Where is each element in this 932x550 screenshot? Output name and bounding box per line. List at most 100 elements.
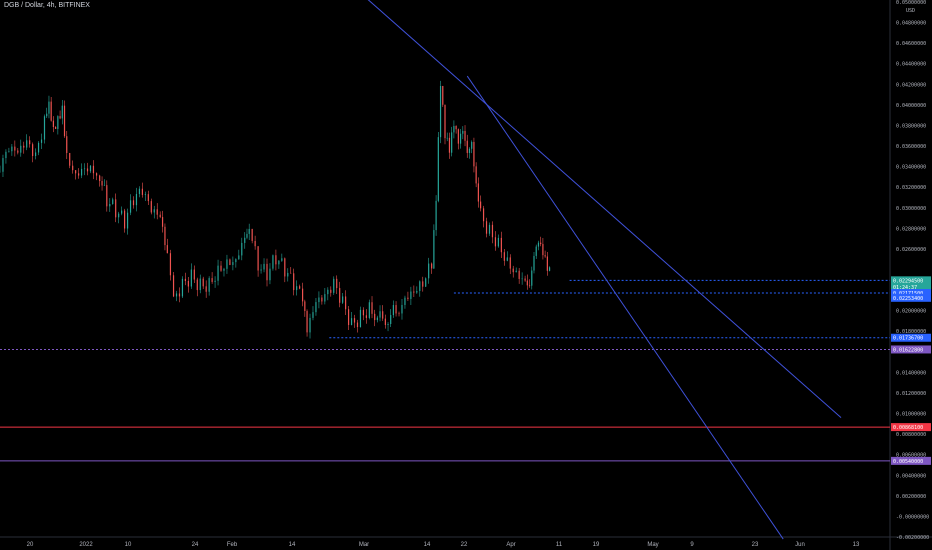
candle-body: [257, 246, 259, 271]
currency-label: USD: [906, 8, 915, 14]
candle-body: [220, 265, 222, 271]
y-tick-label: 0.03200000: [896, 185, 926, 191]
y-tick-label: 0.04000000: [896, 103, 926, 109]
candle-body: [459, 133, 462, 144]
candle-body: [531, 270, 533, 286]
candle-body: [524, 278, 526, 281]
candle-body: [382, 311, 384, 319]
candle-body: [135, 193, 138, 206]
candle-body: [526, 280, 528, 286]
candle-body: [548, 267, 551, 271]
candle-body: [11, 146, 13, 152]
trendline: [367, 0, 842, 419]
candle-body: [272, 255, 274, 269]
x-tick-label: 19: [593, 542, 600, 548]
price-tag: [891, 289, 931, 298]
candle-body: [196, 279, 198, 291]
candle-body: [521, 278, 523, 280]
candle-body: [376, 317, 378, 321]
candle-body: [37, 142, 40, 153]
candle-body: [169, 253, 172, 276]
candle-body: [112, 199, 114, 204]
candle-body: [52, 120, 54, 128]
candle-body: [29, 140, 31, 145]
candle-body: [20, 145, 22, 153]
candle-body: [251, 228, 253, 241]
candle-body: [5, 151, 7, 159]
candle-body: [80, 168, 83, 176]
candle-body: [336, 278, 338, 289]
y-tick-label: 0.01000000: [896, 412, 926, 418]
candle-body: [473, 141, 475, 167]
candle-body: [95, 173, 98, 176]
candle-body: [503, 252, 505, 261]
y-tick-label: 0.05000000: [896, 0, 926, 6]
candle-body: [518, 270, 520, 279]
candle-body: [324, 294, 326, 302]
candle-body: [161, 217, 164, 227]
candle-body: [175, 293, 178, 297]
x-tick-label: May: [647, 542, 658, 548]
x-tick-label: 10: [125, 542, 132, 548]
candle-body: [304, 301, 306, 312]
x-tick-label: 9: [690, 542, 694, 548]
candle-body: [83, 168, 86, 170]
price-tag-label: 0.01622800: [893, 347, 923, 353]
y-tick-label: 0.02800000: [896, 226, 926, 232]
x-tick-label: 13: [853, 542, 860, 548]
candle-body: [106, 185, 108, 207]
candle-body: [318, 297, 320, 303]
candle-body: [23, 145, 25, 148]
candle-body: [342, 296, 344, 303]
candle-body: [121, 210, 123, 214]
candle-body: [462, 130, 464, 134]
candle-body: [0, 171, 1, 173]
candle-body: [92, 165, 95, 174]
candle-body: [435, 200, 437, 231]
candle-body: [371, 302, 373, 314]
candle-body: [392, 305, 394, 316]
candle-body: [410, 291, 412, 299]
candle-body: [50, 101, 52, 121]
candle-body: [205, 286, 207, 292]
candle-body: [302, 288, 304, 302]
candle-body: [431, 263, 433, 269]
candle-body: [78, 173, 80, 176]
candle-body: [150, 201, 152, 213]
price-tag: [891, 423, 931, 432]
candle-body: [132, 200, 135, 206]
candle-body: [217, 265, 219, 281]
candle-body: [181, 278, 184, 297]
candle-body: [193, 269, 195, 280]
candle-body: [537, 242, 540, 247]
candle-body: [494, 237, 497, 247]
candle-body: [457, 129, 459, 144]
y-tick-label: -0.00000000: [896, 514, 929, 520]
candle-body: [190, 269, 192, 287]
y-tick-label: 0.03000000: [896, 206, 926, 212]
y-tick-label: 0.04800000: [896, 21, 926, 27]
candle-body: [260, 269, 262, 271]
candle-body: [238, 255, 240, 260]
candle-body: [202, 278, 204, 287]
candle-body: [159, 214, 161, 218]
candle-body: [109, 203, 111, 207]
candle-body: [321, 297, 323, 302]
candle-body: [506, 257, 508, 261]
candle-body: [312, 312, 314, 318]
x-tick-label: 14: [424, 542, 431, 548]
candle-body: [55, 127, 57, 129]
candle-body: [515, 270, 517, 273]
candle-body: [437, 137, 439, 201]
candle-body: [362, 309, 365, 316]
candle-body: [263, 263, 265, 270]
candle-body: [395, 305, 397, 314]
candle-body: [232, 262, 234, 265]
y-tick-label: 0.04600000: [896, 41, 926, 47]
candle-body: [407, 297, 409, 299]
candle-body: [178, 293, 181, 297]
candle-body: [497, 237, 499, 247]
candle-body: [129, 200, 132, 213]
candle-body: [147, 194, 149, 202]
